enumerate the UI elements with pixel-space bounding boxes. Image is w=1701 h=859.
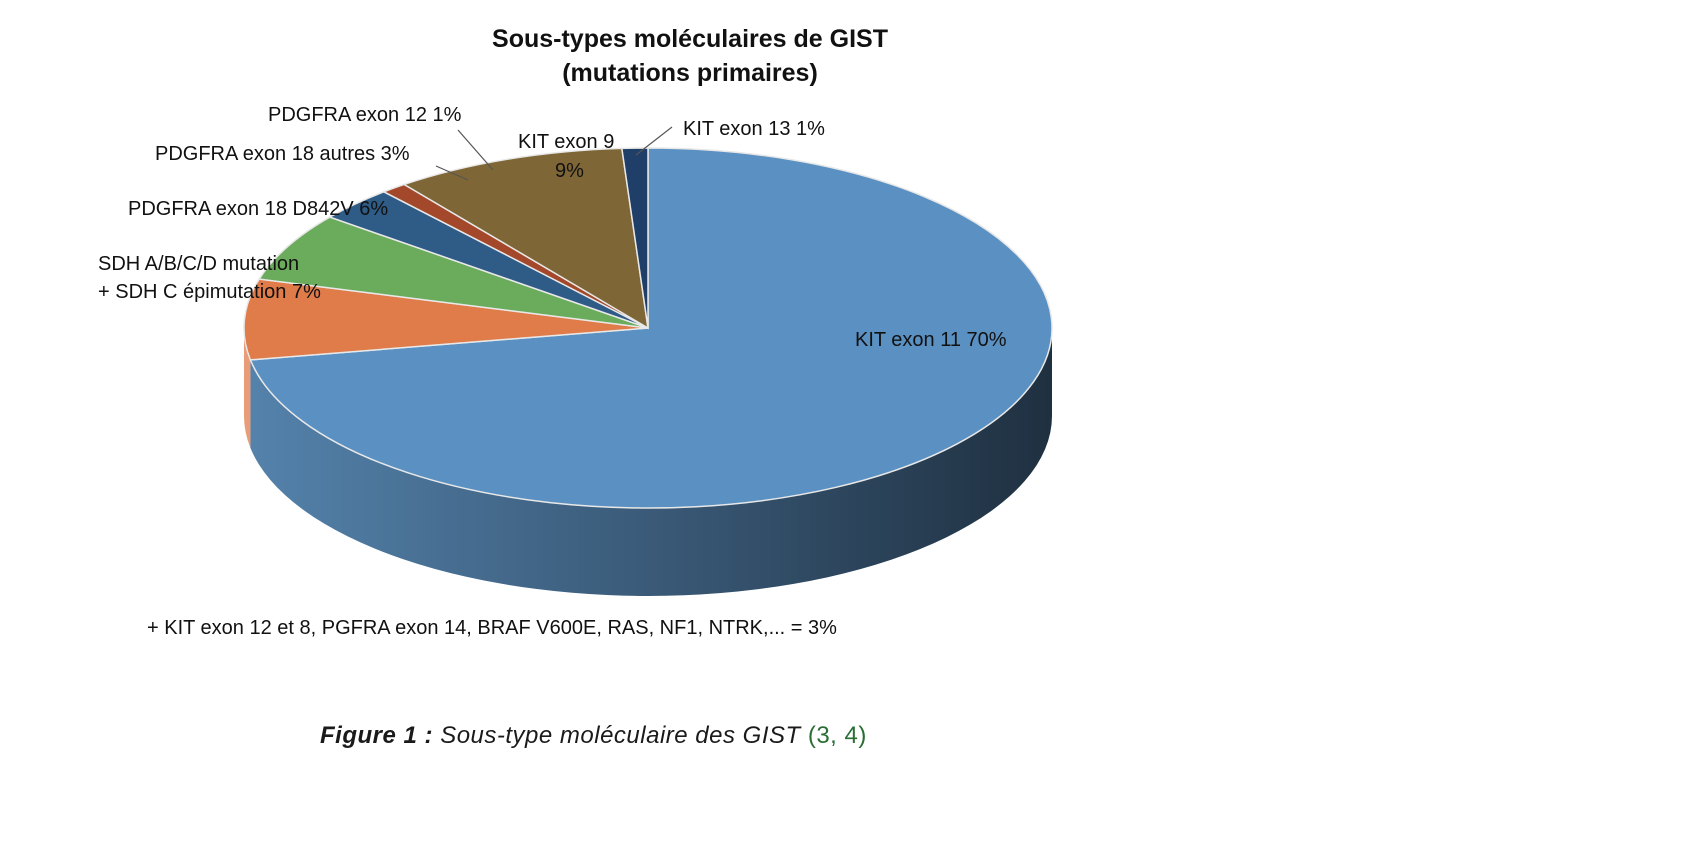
label-kit11: KIT exon 11 70%: [855, 329, 1007, 351]
label-d842v: PDGFRA exon 18 D842V 6%: [128, 198, 389, 220]
chart-footnote: + KIT exon 12 et 8, PGFRA exon 14, BRAF …: [147, 617, 837, 639]
pie-slice-sdh-a-b-c-d-mutation-sdh-c-pimutation: [243, 278, 649, 361]
leader-line-autres: [435, 165, 469, 181]
pie-side-1: [244, 328, 251, 448]
chart-title: Sous-types moléculaires de GIST (mutatio…: [440, 22, 940, 90]
label-sdh-2: + SDH C épimutation 7%: [98, 281, 321, 303]
pie-slice-kit-exon-9: [402, 147, 649, 330]
label-pdgfra12: PDGFRA exon 12 1%: [268, 104, 462, 126]
chart-title-line: Sous-types moléculaires de GIST: [492, 25, 888, 53]
caption-reference: (3, 4): [807, 722, 867, 749]
label-autres: PDGFRA exon 18 autres 3%: [155, 143, 410, 165]
chart-subtitle: (mutations primaires): [562, 59, 818, 87]
label-kit13: KIT exon 13 1%: [683, 118, 825, 140]
leader-line-pdgfra12: [457, 129, 494, 171]
caption-figure-number: Figure 1 :: [320, 722, 434, 749]
label-kit9-value: 9%: [555, 160, 584, 182]
label-sdh-1: SDH A/B/C/D mutation: [98, 253, 300, 275]
label-kit9: KIT exon 9: [518, 131, 615, 153]
pie-side-0: [250, 328, 1052, 596]
pie-slice-kit-exon-13: [620, 147, 649, 329]
pie-slice-pdgfra-exon-18-d842v: [257, 216, 649, 329]
leader-line-kit13: [635, 126, 673, 156]
pie-slice-kit-exon-11: [249, 147, 1053, 509]
caption-text: Sous-type moléculaire des GIST: [440, 722, 801, 749]
figure-caption: Figure 1 : Sous-type moléculaire des GIS…: [320, 722, 867, 750]
